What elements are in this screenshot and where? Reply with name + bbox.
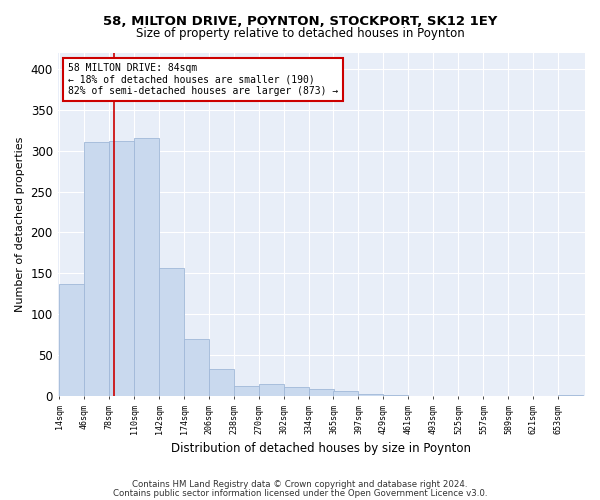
Bar — [284, 387, 309, 396]
Bar — [559, 395, 583, 396]
Text: 58, MILTON DRIVE, POYNTON, STOCKPORT, SK12 1EY: 58, MILTON DRIVE, POYNTON, STOCKPORT, SK… — [103, 15, 497, 28]
Bar — [383, 395, 408, 396]
Bar — [59, 284, 84, 396]
Bar — [84, 142, 109, 396]
Bar — [184, 339, 209, 396]
Bar — [259, 384, 284, 396]
Bar — [134, 138, 159, 396]
Y-axis label: Number of detached properties: Number of detached properties — [15, 136, 25, 312]
Bar — [358, 394, 383, 396]
X-axis label: Distribution of detached houses by size in Poynton: Distribution of detached houses by size … — [172, 442, 472, 455]
Text: Contains public sector information licensed under the Open Government Licence v3: Contains public sector information licen… — [113, 488, 487, 498]
Bar — [109, 141, 134, 396]
Text: Contains HM Land Registry data © Crown copyright and database right 2024.: Contains HM Land Registry data © Crown c… — [132, 480, 468, 489]
Bar — [234, 386, 259, 396]
Bar — [209, 369, 234, 396]
Text: 58 MILTON DRIVE: 84sqm
← 18% of detached houses are smaller (190)
82% of semi-de: 58 MILTON DRIVE: 84sqm ← 18% of detached… — [68, 63, 338, 96]
Text: Size of property relative to detached houses in Poynton: Size of property relative to detached ho… — [136, 28, 464, 40]
Bar — [159, 268, 184, 396]
Bar — [334, 391, 358, 396]
Bar — [309, 390, 334, 396]
